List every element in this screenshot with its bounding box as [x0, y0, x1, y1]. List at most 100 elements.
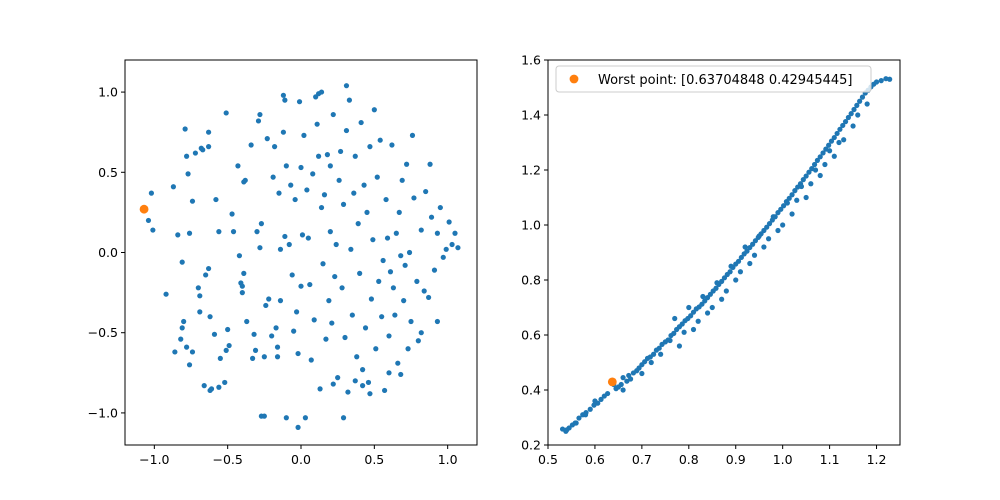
data-point [298, 164, 304, 171]
data-point [864, 101, 870, 107]
data-point [318, 204, 325, 211]
data-point [780, 222, 786, 228]
right-scatter-panel: 0.5 0.6 0.7 0.8 0.9 1.0 1.1 1.2 0.2 0.4 0.6 0.8 1.0… [521, 53, 901, 467]
data-point [358, 119, 364, 126]
data-point [229, 211, 235, 217]
data-point [186, 362, 193, 368]
data-point [764, 224, 770, 230]
data-point [800, 177, 806, 183]
data-point [426, 294, 432, 301]
data-point [446, 219, 452, 225]
data-point [775, 227, 781, 234]
data-point [573, 420, 579, 426]
data-point [384, 235, 391, 241]
data-point [324, 152, 330, 158]
data-point [371, 107, 377, 113]
data-point [343, 83, 350, 89]
data-point [258, 221, 264, 227]
data-point [352, 153, 358, 159]
data-point [434, 318, 440, 325]
data-point [688, 313, 694, 319]
data-point [239, 283, 245, 289]
data-point [274, 354, 281, 360]
data-point [206, 129, 212, 135]
data-point [387, 269, 394, 275]
data-point [434, 230, 440, 236]
data-point [244, 318, 250, 325]
data-point [751, 252, 758, 258]
data-point [364, 209, 370, 215]
data-point [392, 312, 398, 318]
data-point [373, 346, 379, 352]
data-point [208, 386, 215, 392]
data-point [851, 106, 857, 113]
data-point [283, 163, 289, 169]
data-point [676, 343, 683, 349]
data-point [671, 330, 677, 336]
data-point [713, 285, 719, 291]
data-point [431, 267, 438, 273]
data-point [803, 194, 809, 201]
data-point [340, 201, 347, 207]
data-point [345, 389, 351, 395]
data-point [598, 396, 604, 402]
data-point [326, 298, 332, 304]
y-tick-label: −1.0 [88, 405, 118, 420]
data-point [365, 379, 372, 386]
data-point [808, 181, 814, 187]
data-point [723, 288, 729, 294]
data-point [225, 326, 231, 333]
data-point [620, 375, 626, 381]
data-point [291, 328, 297, 334]
data-point [288, 182, 294, 188]
data-point [301, 132, 307, 138]
data-point [428, 214, 435, 220]
data-point [401, 298, 407, 304]
y-tick-label: 1.6 [521, 53, 541, 68]
data-point [700, 293, 706, 300]
data-point [230, 229, 237, 235]
data-point [817, 154, 823, 160]
data-point [302, 415, 308, 421]
data-point [192, 150, 198, 156]
data-point [423, 188, 429, 195]
data-point [357, 270, 363, 276]
data-point [330, 111, 336, 118]
data-point [766, 221, 773, 227]
data-point [690, 326, 697, 333]
y-tick-label: 0.0 [98, 245, 118, 260]
data-point [811, 161, 818, 168]
data-point [415, 338, 421, 344]
data-point [282, 97, 288, 103]
data-point [280, 129, 286, 135]
data-point [257, 245, 263, 251]
data-point [351, 190, 357, 196]
data-point [831, 134, 837, 141]
data-point [206, 144, 212, 150]
data-point [329, 320, 335, 326]
data-point [317, 386, 323, 392]
data-point [822, 161, 828, 168]
data-point [184, 153, 190, 159]
data-point [248, 142, 254, 148]
data-point [709, 304, 715, 311]
data-point [310, 171, 316, 177]
data-point [292, 196, 298, 203]
data-point [828, 138, 835, 144]
data-point [402, 262, 408, 268]
data-point [398, 371, 404, 378]
data-point [264, 136, 270, 142]
x-tick-label: −1.0 [139, 452, 169, 467]
data-point [145, 217, 152, 224]
data-point [389, 142, 395, 148]
y-tick-label: 0.4 [521, 383, 541, 398]
data-point [605, 390, 611, 397]
data-point [376, 278, 382, 284]
data-point [719, 278, 725, 284]
data-point [374, 174, 380, 180]
data-point [814, 157, 820, 163]
data-point [283, 415, 289, 421]
data-point [150, 227, 156, 233]
data-point [395, 360, 401, 366]
data-point [756, 233, 762, 239]
